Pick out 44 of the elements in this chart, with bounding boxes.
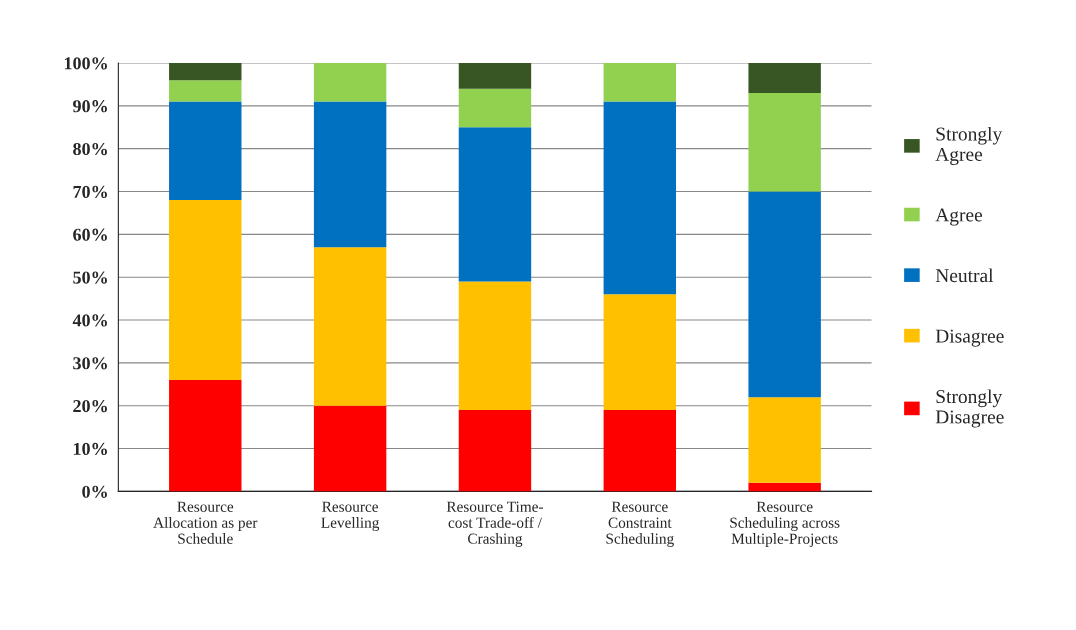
legend-label: Strongly Agree: [935, 126, 1003, 165]
bar: [748, 482, 821, 492]
y-tick-label: 0%: [82, 485, 107, 498]
legend-label: Disagree: [935, 329, 1004, 347]
x-tick-label: Resource Levelling: [321, 501, 380, 531]
bar: [603, 410, 677, 492]
bar: [169, 200, 242, 381]
bar: [169, 101, 242, 201]
bar: [313, 247, 387, 406]
bar: [748, 63, 821, 93]
y-tick-label: 90%: [73, 100, 107, 113]
bar: [313, 63, 387, 102]
bar: [603, 63, 677, 102]
y-tick-label: 30%: [73, 357, 107, 370]
bar: [748, 92, 821, 192]
legend-label: Neutral: [935, 268, 994, 283]
y-tick-label: 100%: [64, 57, 107, 70]
y-tick-label: 80%: [73, 142, 107, 156]
bar: [748, 191, 821, 398]
bar: [169, 80, 242, 102]
y-tick-label: 50%: [73, 271, 107, 284]
x-tick-label: Resource Scheduling across Multiple-Projects: [730, 501, 840, 547]
y-tick-label: 20%: [73, 399, 107, 413]
y-tick-label: 40%: [72, 314, 107, 327]
bar: [169, 63, 242, 81]
bar: [458, 88, 532, 128]
legend-label: Strongly Disagree: [935, 389, 1004, 428]
y-tick-label: 10%: [73, 442, 107, 456]
bar: [458, 127, 532, 282]
bar: [313, 101, 387, 248]
bar: [603, 294, 677, 410]
y-tick-label: 70%: [73, 185, 107, 199]
bar: [313, 405, 387, 492]
x-tick-label: Resource Time- cost Trade-off / Crashing: [446, 501, 543, 547]
bar: [458, 281, 532, 410]
y-tick-label: 60%: [73, 228, 107, 241]
bar: [458, 63, 532, 89]
bar: [748, 397, 821, 483]
x-tick-label: Resource Constraint Scheduling: [606, 501, 674, 547]
bar: [458, 410, 532, 492]
legend-label: Agree: [935, 208, 983, 226]
bar: [169, 380, 242, 492]
bar: [603, 101, 677, 295]
x-tick-label: Resource Allocation as per Schedule: [153, 501, 258, 544]
